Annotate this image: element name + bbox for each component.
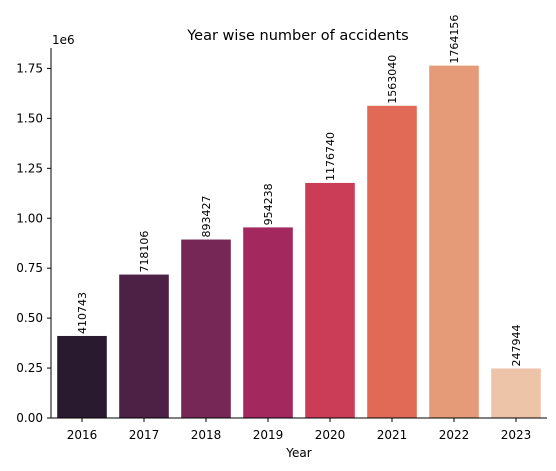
- data-label-2023: 247944: [510, 324, 523, 366]
- data-label-2017: 718106: [138, 231, 151, 273]
- y-tick-label: 0.00: [16, 411, 43, 425]
- data-label-2016: 410743: [76, 292, 89, 334]
- x-tick-label: 2019: [253, 428, 284, 442]
- data-label-2021: 1563040: [386, 55, 399, 104]
- bars-group: [57, 65, 541, 419]
- x-tick-label: 2017: [129, 428, 160, 442]
- y-axis-offset-label: 1e6: [52, 33, 75, 47]
- bar-2019: [243, 227, 293, 418]
- bar-2016: [57, 335, 107, 418]
- x-tick-label: 2020: [315, 428, 346, 442]
- x-axis-label: Year: [285, 446, 311, 460]
- bar-2018: [181, 239, 231, 418]
- chart-title: Year wise number of accidents: [186, 28, 408, 44]
- x-tick-label: 2023: [501, 428, 532, 442]
- bar-2020: [305, 182, 355, 418]
- data-label-2018: 893427: [200, 196, 213, 238]
- x-tick-label: 2016: [67, 428, 98, 442]
- y-tick-label: 0.50: [16, 311, 43, 325]
- data-label-2020: 1176740: [324, 132, 337, 181]
- y-tick-label: 1.00: [16, 211, 43, 225]
- bar-2017: [119, 274, 169, 418]
- y-tick-label: 1.50: [16, 111, 43, 125]
- data-label-2022: 1764156: [448, 15, 461, 64]
- x-tick-label: 2021: [377, 428, 408, 442]
- x-axis-ticks: 2016 2017 2018 2019 2020 2021 2022 2023: [67, 418, 532, 442]
- y-tick-label: 1.75: [16, 61, 43, 75]
- bar-2023: [491, 368, 541, 418]
- bar-2022: [429, 65, 479, 419]
- x-tick-label: 2022: [439, 428, 470, 442]
- y-axis-ticks: 0.00 0.25 0.50 0.75 1.00 1.25 1.50 1.75: [16, 61, 51, 425]
- y-tick-label: 0.25: [16, 361, 43, 375]
- x-tick-label: 2018: [191, 428, 222, 442]
- bar-2021: [367, 105, 417, 418]
- y-tick-label: 0.75: [16, 261, 43, 275]
- data-label-2019: 954238: [262, 183, 275, 225]
- y-tick-label: 1.25: [16, 161, 43, 175]
- data-labels-group: 410743 718106 893427 954238 1176740 1563040 17…: [76, 15, 523, 367]
